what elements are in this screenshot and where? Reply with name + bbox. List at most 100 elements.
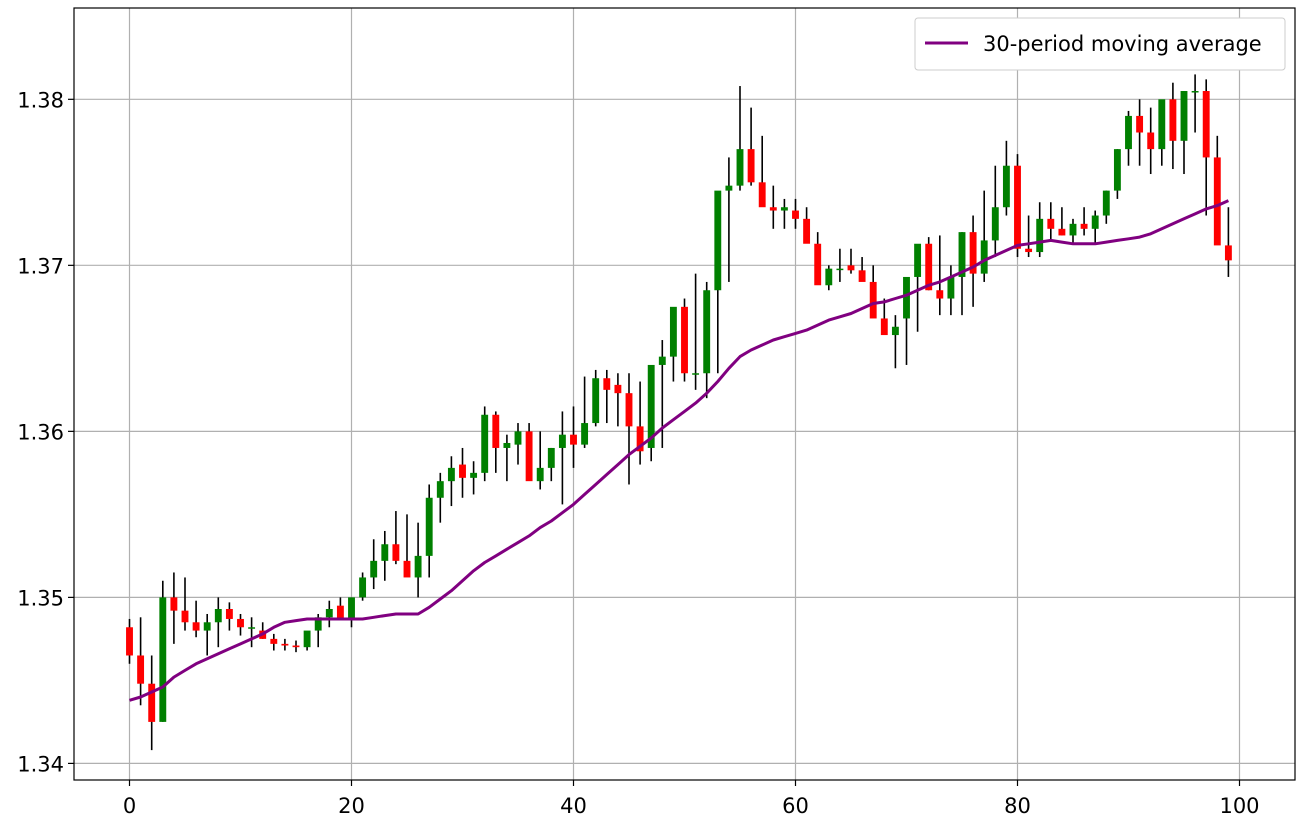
candle-body <box>348 597 355 619</box>
candle-body <box>1069 223 1077 236</box>
candle-body <box>681 306 688 374</box>
candle-body <box>991 207 999 241</box>
x-tick-label: 100 <box>1219 794 1259 818</box>
candle-body <box>625 393 633 427</box>
candle-body <box>303 630 311 648</box>
candle-body <box>1213 157 1221 246</box>
candle-body <box>1147 132 1155 150</box>
candle-body <box>1136 115 1144 133</box>
candle-body <box>126 627 133 656</box>
moving-average-layer <box>129 199 1230 702</box>
candle-body <box>903 276 910 319</box>
candle-body <box>669 306 677 357</box>
candle-body <box>1002 165 1010 208</box>
candle-body <box>447 467 455 482</box>
candle-body <box>159 597 167 722</box>
candle-body <box>270 638 278 644</box>
candle-body <box>181 610 189 623</box>
candle-body <box>325 608 333 618</box>
candle-body <box>392 544 400 561</box>
candle-body <box>525 431 533 482</box>
candle-body <box>1169 99 1177 141</box>
x-tick-label: 0 <box>123 794 136 818</box>
candle-body <box>858 270 866 282</box>
candle-body <box>403 560 411 578</box>
candle-body <box>1224 245 1232 261</box>
candle-body <box>792 210 799 219</box>
candle-body <box>758 182 766 208</box>
candle-body <box>692 373 700 375</box>
candle-body <box>814 243 822 286</box>
candle-body <box>314 617 322 631</box>
candle-body <box>570 434 577 445</box>
candle-body <box>336 605 344 619</box>
candle-body <box>148 683 156 722</box>
candle-body <box>292 645 300 648</box>
candle-body <box>1202 91 1210 158</box>
plot-area-frame <box>73 7 1296 781</box>
legend-box <box>914 17 1286 71</box>
candle-body <box>836 268 844 271</box>
candle-body <box>359 577 367 598</box>
candle-body <box>614 384 622 394</box>
candle-body <box>1036 218 1044 253</box>
candle-body <box>248 627 256 629</box>
x-tick-label: 40 <box>560 794 587 818</box>
candle-body <box>714 190 722 291</box>
candle-body <box>1047 218 1055 229</box>
candle-body <box>603 378 611 390</box>
tick-layer: 0 20 40 60 80 100 1.34 1.35 1.36 1.37 1.38 <box>17 88 1259 818</box>
candle-body <box>1091 215 1099 229</box>
candle-body <box>1125 115 1132 150</box>
candle-body <box>1158 99 1166 150</box>
candle-body <box>592 378 600 424</box>
candle-body <box>703 290 711 374</box>
candle-body <box>780 207 788 211</box>
candle-body <box>1058 228 1066 236</box>
candle-body <box>914 243 922 277</box>
candle-body <box>558 434 566 448</box>
candle-body <box>736 149 744 186</box>
candle-body <box>1025 248 1033 253</box>
grid-layer <box>74 8 1295 780</box>
candle-body <box>1014 165 1021 249</box>
candle-body <box>203 622 211 631</box>
legend: 30-period moving average <box>914 17 1286 71</box>
y-tick-label: 1.36 <box>17 420 64 444</box>
legend-label-moving-average: 30-period moving average <box>983 32 1262 56</box>
candle-body <box>481 414 489 473</box>
candle-body <box>1180 91 1188 141</box>
candle-body <box>503 442 511 448</box>
candle-body <box>137 655 145 684</box>
candle-body <box>547 447 555 468</box>
x-tick-label: 20 <box>338 794 365 818</box>
candle-body <box>747 149 755 183</box>
candle-body <box>847 265 855 271</box>
candle-body <box>192 622 200 631</box>
candle-body <box>281 643 289 646</box>
candle-body <box>1113 149 1121 191</box>
candle-body <box>1102 190 1110 216</box>
candle-body <box>436 481 444 498</box>
candle-body <box>658 356 666 365</box>
candle-body <box>936 290 944 299</box>
candle-body <box>225 608 233 619</box>
candle-body <box>425 497 433 556</box>
x-tick-label: 80 <box>1004 794 1031 818</box>
candle-body <box>803 218 811 244</box>
candle-body <box>370 560 378 578</box>
candle-body <box>381 544 389 561</box>
y-tick-label: 1.34 <box>17 752 64 776</box>
candle-body <box>647 364 655 448</box>
candle-body <box>414 555 422 578</box>
y-tick-label: 1.35 <box>17 586 64 610</box>
candle-body <box>170 597 178 611</box>
candle-body <box>514 431 522 445</box>
candle-body <box>470 472 478 478</box>
candle-body <box>459 464 466 478</box>
candle-body <box>725 185 733 191</box>
candle-body <box>958 232 966 277</box>
candle-body <box>214 608 222 623</box>
candle-body <box>891 326 899 336</box>
